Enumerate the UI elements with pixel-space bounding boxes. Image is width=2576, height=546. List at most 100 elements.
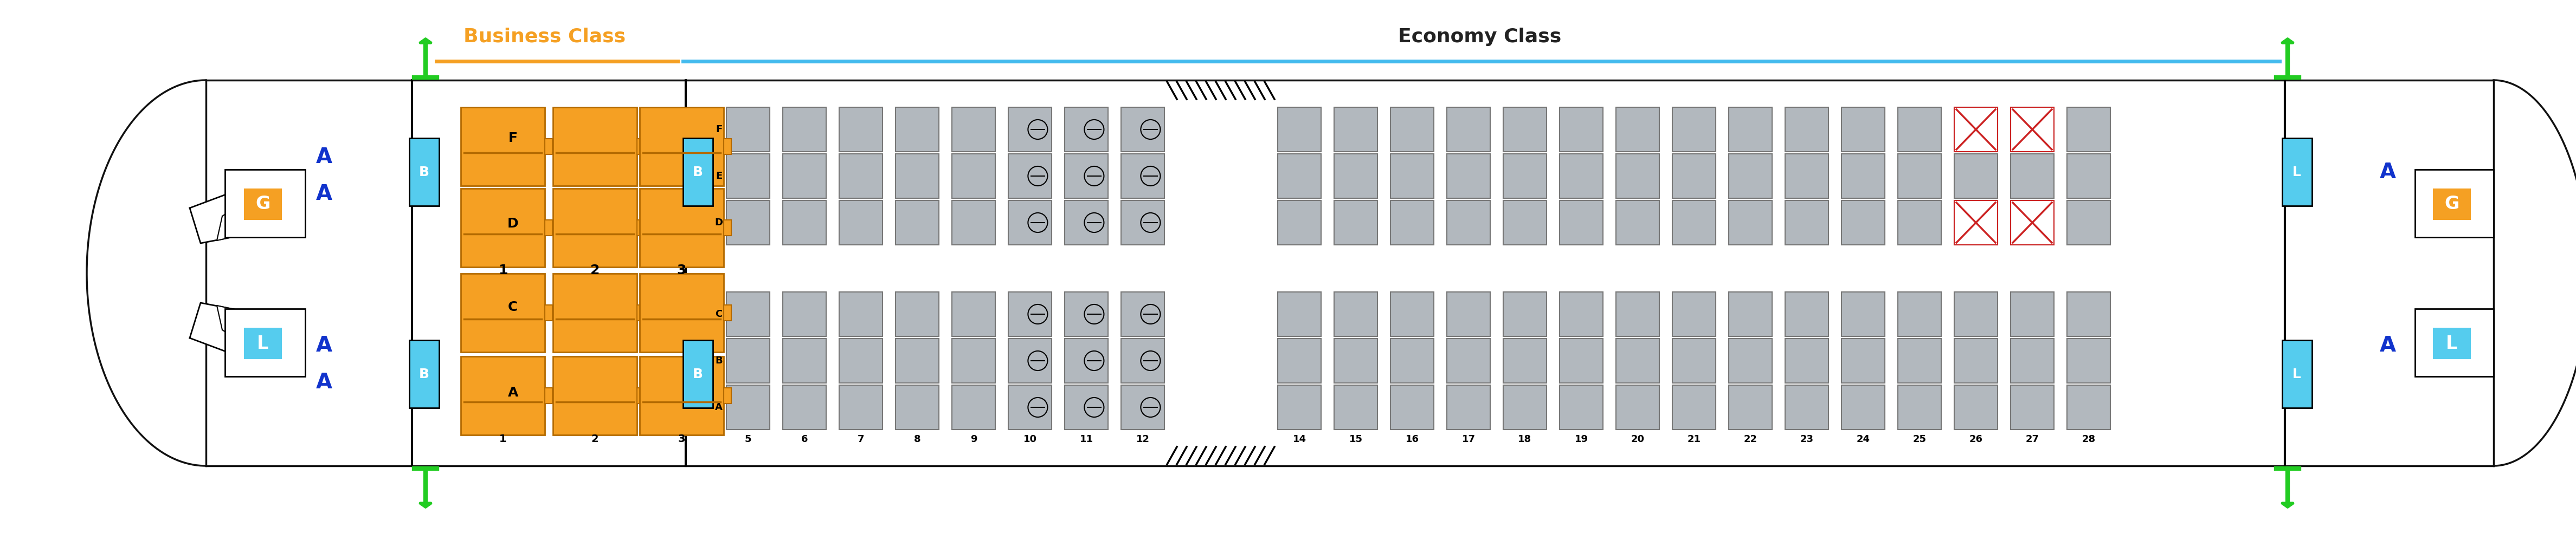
Bar — [639, 274, 724, 352]
Text: A: A — [317, 183, 332, 204]
Bar — [1007, 292, 1051, 336]
Bar — [1955, 200, 1996, 245]
Bar — [1672, 154, 1716, 198]
Bar — [1121, 200, 1164, 245]
Bar — [2066, 200, 2110, 245]
Bar — [461, 188, 544, 267]
Text: 10: 10 — [1023, 435, 1036, 444]
Text: 1: 1 — [500, 434, 507, 444]
Bar — [1955, 107, 1996, 152]
Bar — [1728, 292, 1772, 336]
Polygon shape — [191, 183, 270, 243]
Bar — [1842, 292, 1886, 336]
Bar — [840, 292, 884, 336]
Bar — [724, 305, 732, 321]
Bar — [544, 139, 551, 155]
Text: A: A — [2380, 162, 2396, 182]
Bar — [726, 292, 770, 336]
Bar — [1899, 107, 1942, 152]
Text: 8: 8 — [914, 435, 920, 444]
Bar — [953, 385, 994, 430]
FancyBboxPatch shape — [410, 340, 438, 408]
Bar — [1558, 200, 1602, 245]
Bar — [1615, 200, 1659, 245]
Bar — [1672, 200, 1716, 245]
Bar — [1615, 292, 1659, 336]
Bar — [1672, 292, 1716, 336]
Bar — [1334, 200, 1378, 245]
Text: L: L — [2447, 335, 2458, 352]
Bar — [1504, 385, 1546, 430]
Bar — [1785, 200, 1829, 245]
Bar — [724, 139, 732, 155]
Text: E: E — [716, 171, 721, 181]
Bar — [1064, 154, 1108, 198]
Bar — [1955, 154, 1996, 198]
Text: A: A — [716, 402, 724, 412]
Bar — [1064, 385, 1108, 430]
Bar — [1504, 154, 1546, 198]
FancyBboxPatch shape — [2432, 328, 2470, 359]
Bar — [783, 154, 827, 198]
Bar — [953, 339, 994, 383]
Bar — [2012, 107, 2053, 152]
Bar — [896, 292, 938, 336]
Text: 15: 15 — [1350, 435, 1363, 444]
Bar — [953, 292, 994, 336]
Bar — [2066, 339, 2110, 383]
Bar — [1064, 292, 1108, 336]
Bar — [1391, 107, 1435, 152]
Bar — [896, 339, 938, 383]
Bar — [1448, 339, 1489, 383]
Bar — [1064, 339, 1108, 383]
Bar — [1504, 107, 1546, 152]
Bar — [783, 339, 827, 383]
Bar — [1728, 385, 1772, 430]
Bar — [783, 292, 827, 336]
Text: 23: 23 — [1801, 435, 1814, 444]
Bar — [1391, 292, 1435, 336]
Bar — [1955, 292, 1996, 336]
Bar — [1558, 154, 1602, 198]
Text: A: A — [317, 147, 332, 168]
Text: A: A — [507, 387, 518, 400]
FancyBboxPatch shape — [683, 340, 714, 408]
Text: 16: 16 — [1406, 435, 1419, 444]
Bar — [1842, 385, 1886, 430]
Bar — [1391, 339, 1435, 383]
Bar — [726, 200, 770, 245]
FancyBboxPatch shape — [2416, 170, 2494, 238]
Bar — [840, 385, 884, 430]
Text: B: B — [693, 368, 703, 381]
Bar — [636, 220, 644, 236]
Text: 7: 7 — [858, 435, 863, 444]
FancyBboxPatch shape — [224, 170, 304, 238]
Bar — [554, 107, 636, 186]
Bar — [953, 107, 994, 152]
Text: 14: 14 — [1293, 435, 1306, 444]
Bar — [2012, 107, 2053, 152]
FancyBboxPatch shape — [410, 138, 438, 206]
Bar — [1728, 154, 1772, 198]
Bar — [1785, 107, 1829, 152]
Bar — [1955, 107, 1996, 152]
Bar — [2012, 154, 2053, 198]
Bar — [953, 200, 994, 245]
Bar — [724, 388, 732, 403]
Text: 26: 26 — [1968, 435, 1984, 444]
Text: 20: 20 — [1631, 435, 1643, 444]
Bar — [2066, 385, 2110, 430]
Bar — [1728, 200, 1772, 245]
Bar — [1955, 385, 1996, 430]
Bar — [1007, 339, 1051, 383]
Bar — [1672, 107, 1716, 152]
Text: A: A — [317, 335, 332, 356]
Bar — [1391, 385, 1435, 430]
Bar — [1672, 339, 1716, 383]
Bar — [1334, 292, 1378, 336]
Text: A: A — [317, 372, 332, 393]
Bar — [1064, 200, 1108, 245]
Text: 24: 24 — [1857, 435, 1870, 444]
Text: F: F — [507, 132, 518, 145]
Text: 5: 5 — [744, 435, 752, 444]
